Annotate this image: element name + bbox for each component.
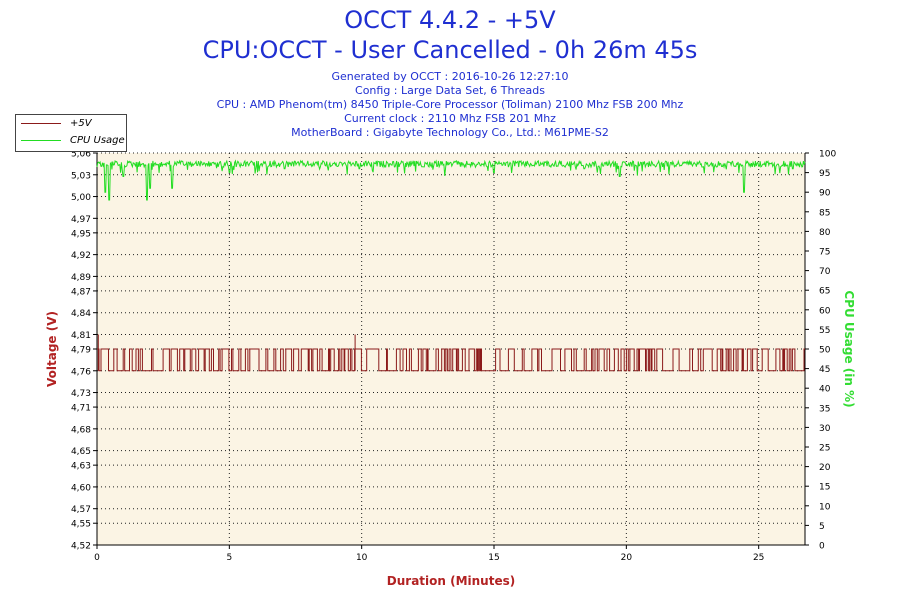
info-config: Config : Large Data Set, 6 Threads [355,84,545,97]
x-tick-label: 20 [621,553,633,563]
x-tick-label: 25 [753,553,764,563]
legend-item-5v: +5V [16,117,126,131]
legend: +5V CPU Usage [15,114,127,152]
info-clock: Current clock : 2110 Mhz FSB 201 Mhz [344,112,556,125]
legend-swatch-cpu-usage [21,140,61,141]
y-left-tick-label: 4,76 [71,367,91,377]
y-right-tick-label: 65 [819,287,830,297]
legend-item-cpu-usage: CPU Usage [16,134,126,148]
legend-swatch-5v [21,123,61,124]
y-left-tick-label: 4,68 [71,425,91,435]
y-left-tick-label: 4,84 [71,309,91,319]
y-left-tick-label: 5,06 [71,150,91,160]
y-left-tick-label: 4,63 [71,462,91,472]
y-right-tick-label: 40 [819,385,831,395]
y-right-tick-label: 15 [819,483,830,493]
y-left-tick-label: 4,95 [71,229,91,239]
y-axis-right-title: CPU Usage (in %) [842,290,856,407]
y-right-tick-label: 35 [819,404,830,414]
x-tick-label: 15 [488,553,499,563]
y-right-tick-label: 55 [819,326,830,336]
info-generated: Generated by OCCT : 2016-10-26 12:27:10 [331,70,569,83]
y-left-tick-label: 4,92 [71,251,91,261]
y-right-tick-label: 80 [819,228,831,238]
legend-label-cpu-usage: CPU Usage [70,135,125,146]
info-motherboard: MotherBoard : Gigabyte Technology Co., L… [291,126,609,139]
x-tick-label: 10 [356,553,368,563]
series-line-cpu-usage [96,159,806,201]
y-right-tick-label: 10 [819,502,831,512]
x-tick-label: 5 [226,553,232,563]
y-left-tick-label: 4,65 [71,447,91,457]
chart-title: OCCT 4.4.2 - +5V [344,6,556,34]
y-left-tick-label: 4,79 [71,346,91,356]
y-right-tick-label: 50 [819,346,831,356]
legend-label-5v: +5V [70,118,92,129]
y-right-tick-label: 25 [819,444,830,454]
y-right-tick-label: 75 [819,248,830,258]
y-right-tick-label: 20 [819,463,831,473]
y-right-tick-label: 95 [819,169,830,179]
y-right-tick-label: 0 [819,542,825,552]
y-left-tick-label: 4,97 [71,215,91,225]
y-left-tick-label: 5,00 [71,193,91,203]
y-left-tick-label: 4,52 [71,542,91,552]
x-tick-label: 0 [94,553,100,563]
y-right-tick-label: 45 [819,365,830,375]
series-line-5v [97,334,805,372]
y-right-tick-label: 5 [819,522,825,532]
y-left-tick-label: 4,57 [71,505,91,515]
y-left-tick-label: 4,60 [71,483,91,493]
y-left-tick-label: 5,03 [71,171,91,181]
y-left-tick-label: 4,71 [71,404,91,414]
y-left-tick-label: 4,87 [71,287,91,297]
y-right-tick-label: 100 [819,150,836,160]
y-left-tick-label: 4,73 [71,389,91,399]
y-right-tick-label: 60 [819,306,831,316]
y-axis-left-title: Voltage (V) [45,311,59,387]
y-left-tick-label: 4,55 [71,520,91,530]
y-right-tick-label: 85 [819,208,830,218]
chart-subtitle: CPU:OCCT - User Cancelled - 0h 26m 45s [202,36,698,64]
y-left-tick-label: 4,81 [71,331,91,341]
info-cpu: CPU : AMD Phenom(tm) 8450 Triple-Core Pr… [216,98,684,111]
y-left-tick-label: 4,89 [71,273,91,283]
y-right-tick-label: 90 [819,189,831,199]
y-right-tick-label: 30 [819,424,831,434]
x-axis-title: Duration (Minutes) [387,574,515,588]
y-right-tick-label: 70 [819,267,831,277]
